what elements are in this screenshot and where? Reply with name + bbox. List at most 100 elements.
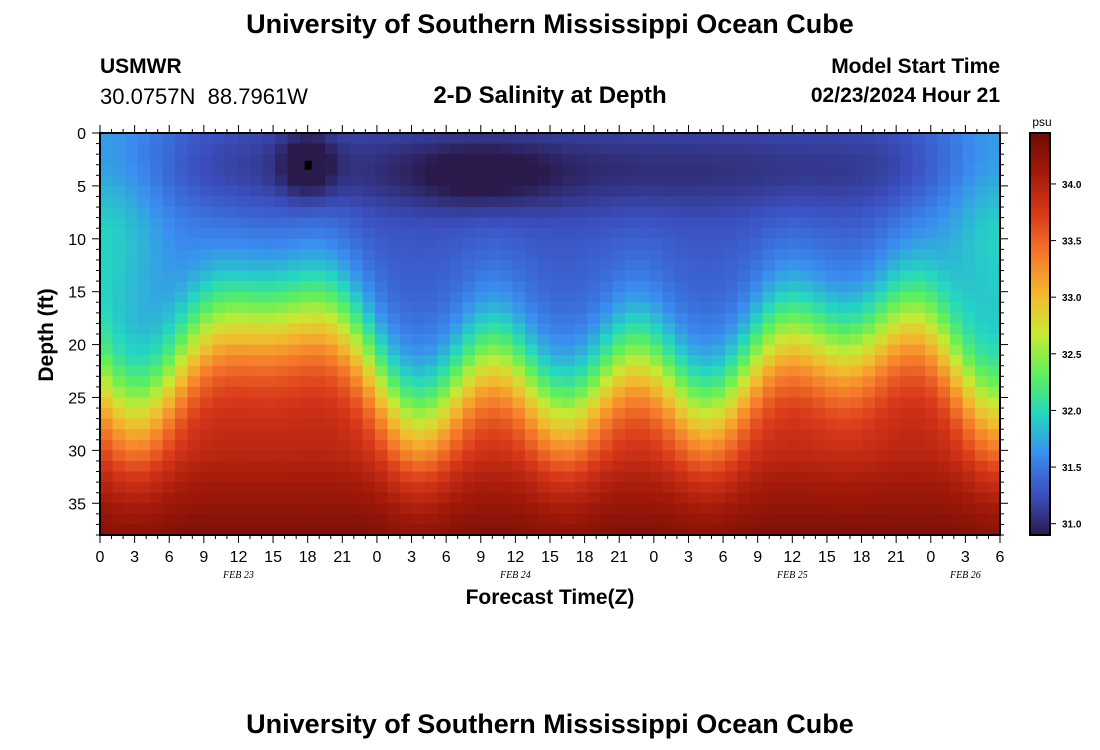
heatmap-cell: [537, 281, 551, 293]
heatmap-cell: [900, 185, 914, 198]
heatmap-cell: [100, 238, 114, 250]
plot-title: 2-D Salinity at Depth: [433, 82, 667, 109]
heatmap-cell: [250, 334, 264, 346]
heatmap-cell: [650, 450, 664, 462]
heatmap-cell: [362, 312, 376, 325]
heatmap-cell: [525, 164, 539, 176]
heatmap-cell: [262, 312, 276, 325]
heatmap-cell: [162, 249, 176, 261]
heatmap-cell: [962, 450, 976, 462]
heatmap-cell: [562, 164, 576, 176]
heatmap-cell: [887, 249, 901, 261]
heatmap-cell: [225, 238, 239, 250]
heatmap-cell: [412, 418, 426, 430]
heatmap-cell: [500, 302, 514, 314]
heatmap-cell: [700, 471, 714, 483]
heatmap-cell: [725, 524, 739, 536]
heatmap-cell: [425, 270, 439, 282]
heatmap-cell: [812, 196, 826, 208]
heatmap-cell: [462, 376, 476, 388]
heatmap-cell: [737, 450, 751, 462]
heatmap-cell: [162, 164, 176, 176]
x-tick-label: 0: [372, 549, 381, 566]
heatmap-cell: [200, 471, 214, 483]
heatmap-cell: [587, 503, 601, 515]
heatmap-cell: [175, 228, 189, 240]
heatmap-cell: [450, 133, 464, 145]
heatmap-cell: [125, 312, 139, 325]
heatmap-cell: [337, 376, 351, 388]
heatmap-cell: [187, 217, 201, 229]
heatmap-cell: [975, 334, 989, 346]
heatmap-cell: [600, 439, 614, 451]
heatmap-cell: [412, 143, 426, 155]
heatmap-cell: [587, 524, 601, 536]
heatmap-cell: [625, 228, 639, 240]
heatmap-cell: [175, 365, 189, 377]
heatmap-cell: [437, 270, 451, 282]
heatmap-cell: [237, 270, 251, 282]
heatmap-cell: [412, 334, 426, 346]
heatmap-cell: [425, 418, 439, 430]
heatmap-cell: [112, 164, 126, 176]
heatmap-cell: [512, 217, 526, 229]
heatmap-cell: [612, 312, 626, 325]
heatmap-cell: [650, 439, 664, 451]
heatmap-cell: [287, 408, 301, 420]
heatmap-cell: [600, 471, 614, 483]
heatmap-cell: [475, 365, 489, 377]
heatmap-cell: [600, 238, 614, 250]
heatmap-cell: [125, 270, 139, 282]
heatmap-cell: [637, 185, 651, 198]
heatmap-cell: [687, 207, 701, 219]
heatmap-cell: [412, 185, 426, 198]
heatmap-cell: [762, 492, 776, 504]
heatmap-cell: [412, 355, 426, 367]
heatmap-cell: [187, 175, 201, 187]
heatmap-cell: [812, 334, 826, 346]
heatmap-cell: [912, 460, 926, 473]
heatmap-cell: [137, 503, 151, 515]
heatmap-cell: [187, 143, 201, 155]
heatmap-cell: [250, 259, 264, 272]
heatmap-cell: [287, 133, 301, 145]
heatmap-cell: [200, 386, 214, 399]
heatmap-cell: [712, 376, 726, 388]
heatmap-cell: [575, 439, 589, 451]
heatmap-cell: [800, 143, 814, 155]
heatmap-cell: [900, 334, 914, 346]
heatmap-cell: [262, 513, 276, 526]
heatmap-cell: [100, 259, 114, 272]
heatmap-cell: [925, 397, 939, 409]
heatmap-cell: [875, 228, 889, 240]
heatmap-cell: [287, 302, 301, 314]
heatmap-cell: [162, 323, 176, 335]
heatmap-cell: [300, 154, 314, 166]
heatmap-cell: [262, 281, 276, 293]
heatmap-cell: [950, 439, 964, 451]
heatmap-cell: [462, 344, 476, 356]
heatmap-cell: [675, 471, 689, 483]
heatmap-cell: [325, 376, 339, 388]
heatmap-cell: [887, 482, 901, 494]
heatmap-cell: [837, 492, 851, 504]
heatmap-cell: [712, 513, 726, 526]
heatmap-cell: [937, 524, 951, 536]
heatmap-cell: [675, 164, 689, 176]
heatmap-cell: [462, 365, 476, 377]
heatmap-cell: [625, 460, 639, 473]
heatmap-cell: [450, 344, 464, 356]
heatmap-cell: [212, 429, 226, 441]
heatmap-cell: [650, 397, 664, 409]
heatmap-cell: [462, 334, 476, 346]
heatmap-cell: [150, 228, 164, 240]
heatmap-cell: [600, 492, 614, 504]
heatmap-cell: [950, 207, 964, 219]
heatmap-cell: [837, 450, 851, 462]
heatmap-cell: [862, 185, 876, 198]
heatmap-cell: [325, 185, 339, 198]
heatmap-cell: [150, 143, 164, 155]
heatmap-cell: [425, 259, 439, 272]
heatmap-cell: [662, 133, 676, 145]
heatmap-cell: [937, 408, 951, 420]
